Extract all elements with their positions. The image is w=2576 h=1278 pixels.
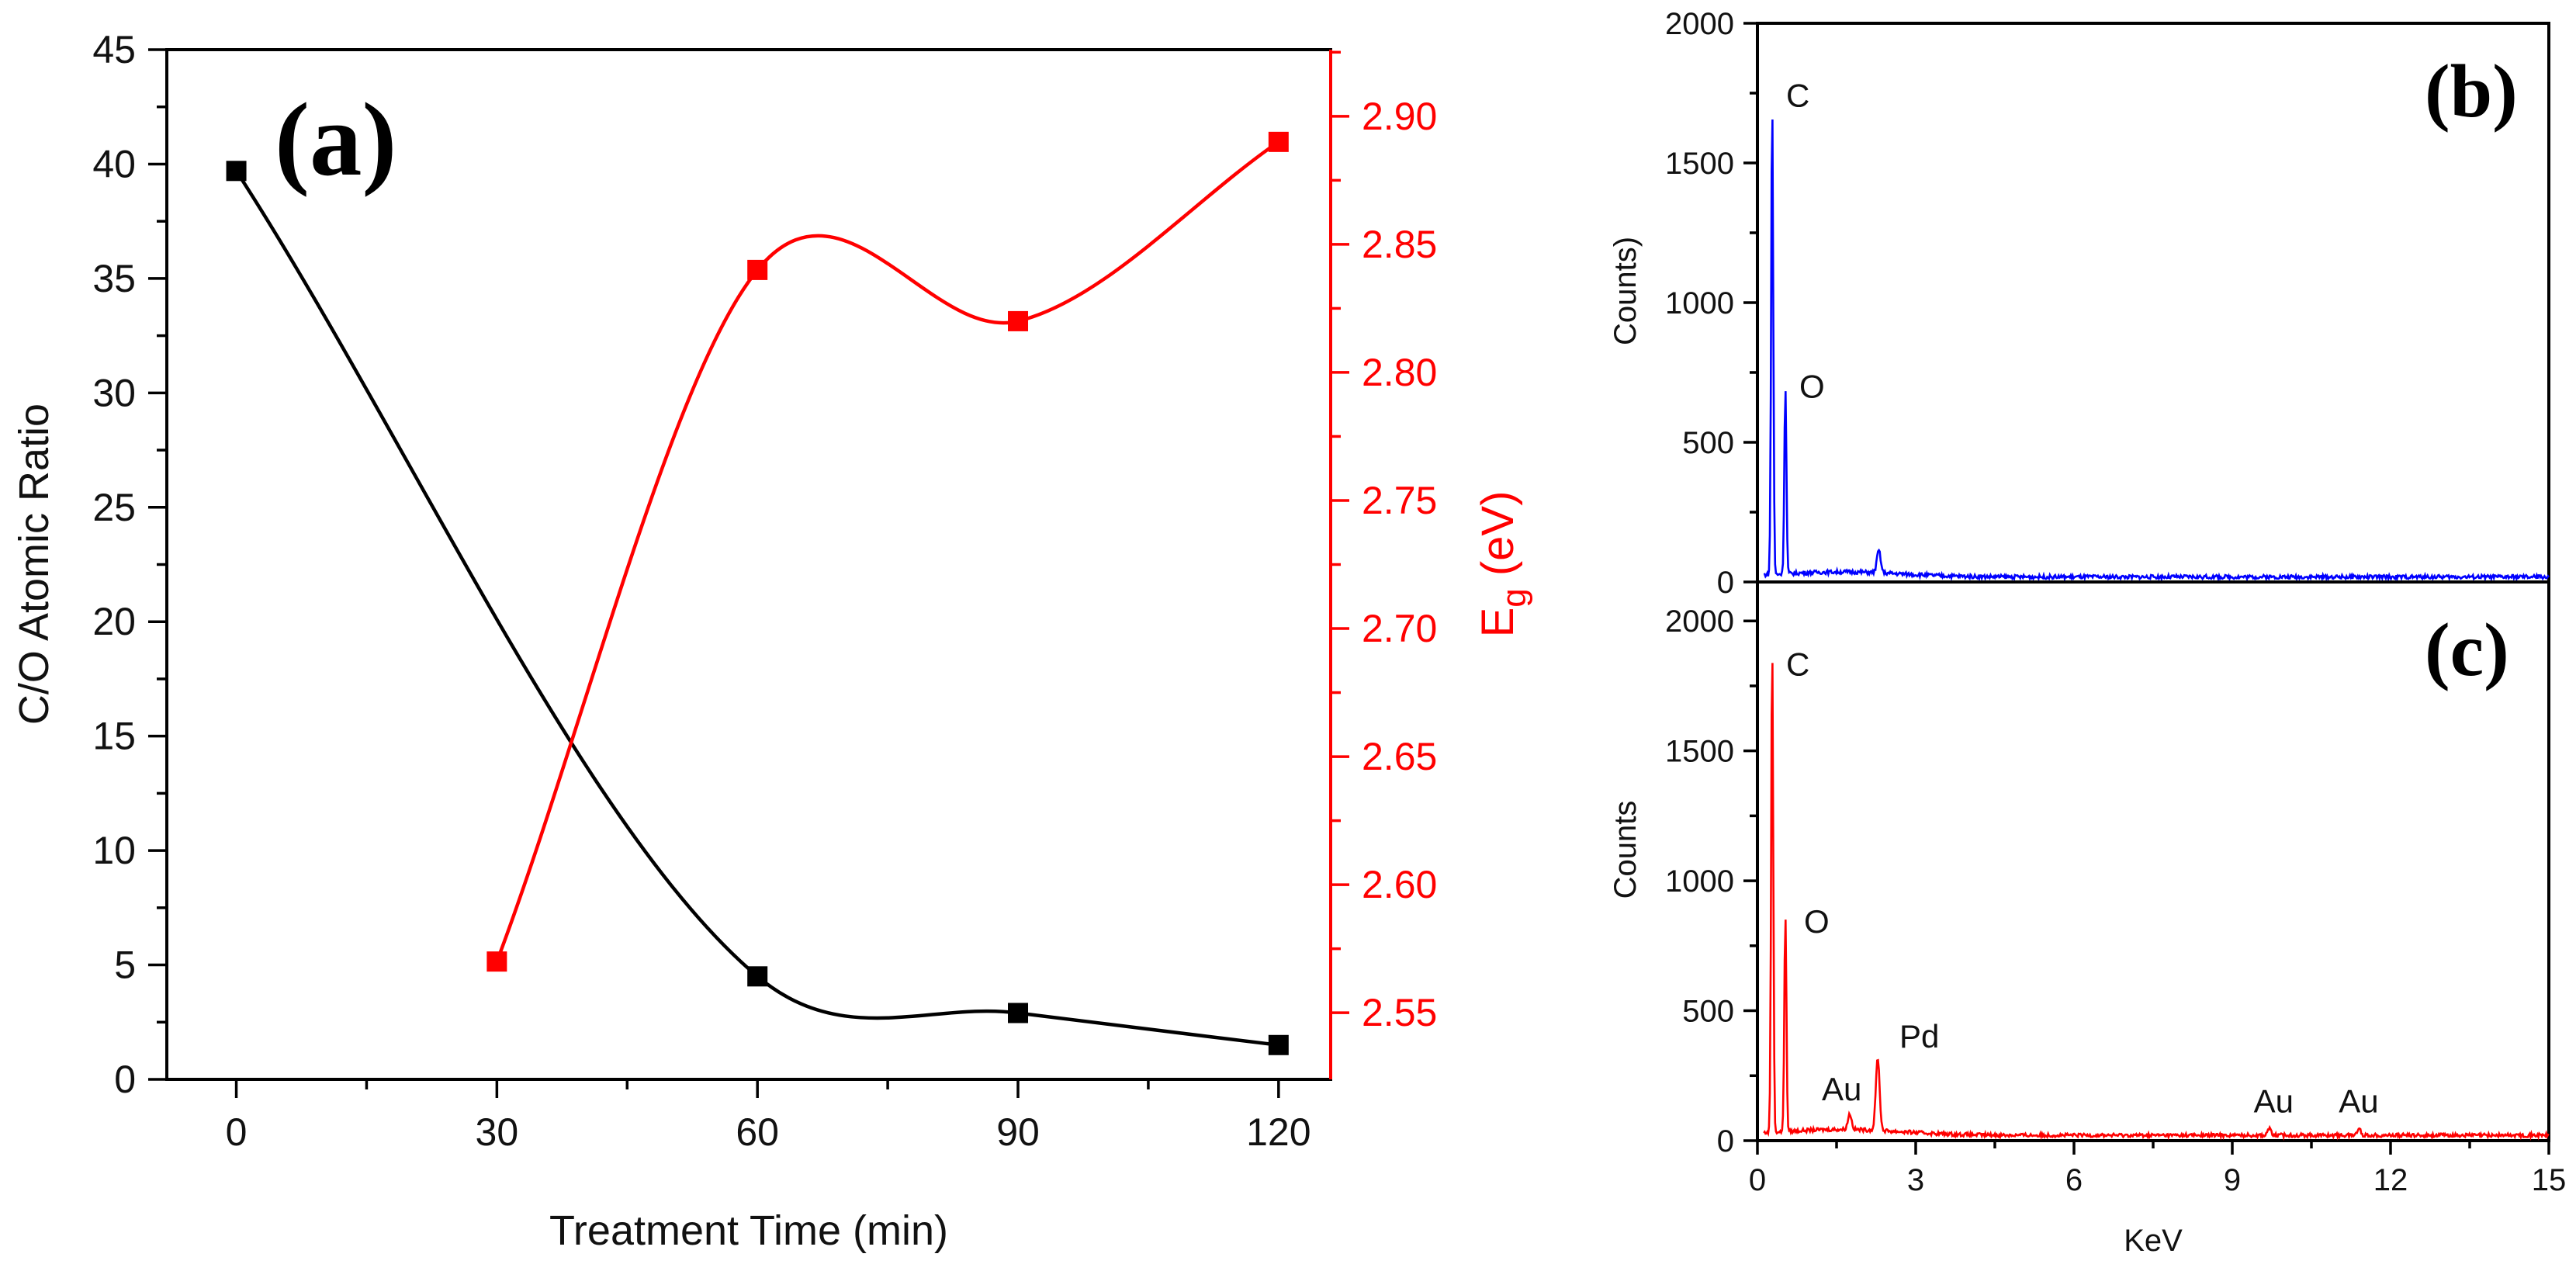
panel-a-frame xyxy=(165,48,1332,1081)
panel-c-spectrum xyxy=(1763,663,2550,1141)
panel-c-peak-label-au: Au xyxy=(2254,1083,2294,1120)
panel-a-y2-tick-label: 2.65 xyxy=(1362,735,1437,778)
panel-c-y-tick-label: 2000 xyxy=(1665,604,1734,639)
panel-c-chart: 0 3 6 9 12 15 0 500 1000 1500 2000 C O Au Pd Au Au (c)… xyxy=(1608,580,2566,1258)
panel-c-y-ticks: 0 500 1000 1500 2000 xyxy=(1665,604,1757,1159)
panel-a-y2-tick-label: 2.70 xyxy=(1362,607,1437,650)
panel-c-peak-labels: C O Au Pd Au Au xyxy=(1786,646,2379,1119)
panel-c-x-ticks: 0 3 6 9 12 15 xyxy=(1749,1141,2566,1197)
panel-b-label: (b) xyxy=(2425,50,2518,133)
panel-a-x-tick-label: 0 xyxy=(226,1110,248,1154)
panel-a-y-axis-title: C/O Atomic Ratio xyxy=(11,403,57,725)
panel-c-peak-label-pd: Pd xyxy=(1899,1018,1939,1055)
panel-c-y-tick-label: 500 xyxy=(1682,995,1734,1029)
panel-a-y2-tick-label: 2.75 xyxy=(1362,479,1437,522)
panel-b-y-ticks: 0 500 1000 1500 2000 xyxy=(1665,7,1757,600)
panel-b-y-axis-title: Counts) xyxy=(1608,237,1643,345)
y2-title-main: E xyxy=(1473,608,1523,638)
panel-b-y-tick-label: 2000 xyxy=(1665,7,1734,41)
y2-title-unit: (eV) xyxy=(1473,491,1523,589)
panel-c-peak-label-c: C xyxy=(1786,646,1809,682)
panel-c-y-tick-label: 1000 xyxy=(1665,864,1734,899)
panel-a-y-tick-label: 35 xyxy=(92,257,136,300)
co-ratio-point xyxy=(747,966,768,987)
panel-b-peak-labels: CO xyxy=(1786,78,1825,405)
panel-a-y-tick-label: 0 xyxy=(114,1058,136,1101)
panel-b-y-tick-label: 500 xyxy=(1682,426,1734,460)
panel-c-y-axis-title: Counts xyxy=(1608,801,1643,899)
co-ratio-point xyxy=(1268,1034,1289,1055)
panel-c-peak-label-o: O xyxy=(1804,903,1830,940)
panel-a-y-tick-label: 25 xyxy=(92,486,136,529)
panel-a-curves xyxy=(234,140,1280,1048)
panel-b-peak-label-c: C xyxy=(1786,78,1809,114)
eg-point xyxy=(486,951,507,972)
panel-a-x-tick-label: 90 xyxy=(996,1110,1040,1154)
panel-b-spectrum-line xyxy=(1763,119,2550,583)
panel-c-y-tick-label: 0 xyxy=(1717,1124,1734,1159)
panel-b-peak-label-o: O xyxy=(1799,368,1825,404)
panel-a-y-tick-label: 20 xyxy=(92,600,136,643)
y2-title-sub: g xyxy=(1495,588,1533,607)
panel-a-y2-tick-label: 2.60 xyxy=(1362,863,1437,906)
panel-c-label: (c) xyxy=(2425,608,2509,692)
co-ratio-point xyxy=(1008,1003,1029,1023)
co-ratio-point xyxy=(226,161,247,182)
panel-a-x-tick-label: 120 xyxy=(1246,1110,1311,1154)
panel-a-y2-ticks: 2.55 2.60 2.65 2.70 2.75 2.80 2.85 2.90 xyxy=(1331,50,1437,1034)
panel-a-y-tick-label: 40 xyxy=(92,142,136,185)
panel-a-y-tick-label: 30 xyxy=(92,371,136,414)
panel-a-y2-axis-title: Eg (eV) xyxy=(1473,491,1533,638)
eg-point xyxy=(747,259,768,280)
panel-a-y-tick-label: 45 xyxy=(92,28,136,71)
panel-c-y-tick-label: 1500 xyxy=(1665,735,1734,769)
panel-c-x-tick-label: 12 xyxy=(2373,1163,2408,1197)
panel-a-y2-tick-label: 2.80 xyxy=(1362,351,1437,394)
panel-a-label: (a) xyxy=(275,82,396,198)
panel-c-x-tick-label: 9 xyxy=(2224,1163,2241,1197)
panel-c-peak-label-au: Au xyxy=(1822,1071,1861,1107)
panel-c-x-axis-title: KeV xyxy=(2124,1224,2183,1258)
panel-a-x-tick-label: 30 xyxy=(476,1110,519,1154)
panel-c-x-tick-label: 15 xyxy=(2532,1163,2567,1197)
panel-a-y2-tick-label: 2.85 xyxy=(1362,223,1437,266)
panel-a-x-axis-title: Treatment Time (min) xyxy=(549,1207,948,1254)
panel-a-points xyxy=(226,131,1289,1055)
panel-a-y-tick-label: 5 xyxy=(114,944,136,987)
eg-point xyxy=(1008,310,1029,331)
eg-curve xyxy=(495,140,1280,962)
panel-b-y-tick-label: 1000 xyxy=(1665,286,1734,320)
panel-c-x-tick-label: 3 xyxy=(1907,1163,1924,1197)
panel-a-y-tick-label: 15 xyxy=(92,715,136,758)
panel-c-x-tick-label: 0 xyxy=(1749,1163,1766,1197)
panel-b-y-tick-label: 1500 xyxy=(1665,147,1734,181)
panel-a-y-tick-label: 10 xyxy=(92,829,136,872)
panel-c-x-tick-label: 6 xyxy=(2065,1163,2083,1197)
panel-a-y2-tick-label: 2.90 xyxy=(1362,95,1437,138)
panel-a-x-ticks: 0 30 60 90 120 xyxy=(226,1079,1311,1154)
panel-b-spectrum xyxy=(1763,119,2550,583)
panel-b-y-tick-label: 0 xyxy=(1717,566,1734,600)
panel-a-x-tick-label: 60 xyxy=(736,1110,779,1154)
co-ratio-curve xyxy=(234,170,1279,1048)
eg-point xyxy=(1268,131,1289,152)
panel-a-y-ticks: 0 5 10 15 20 25 30 35 40 45 xyxy=(92,28,167,1101)
panel-c-peak-label-au: Au xyxy=(2339,1083,2378,1120)
panel-a-y2-tick-label: 2.55 xyxy=(1362,991,1437,1034)
panel-c-spectrum-line xyxy=(1763,663,2550,1141)
